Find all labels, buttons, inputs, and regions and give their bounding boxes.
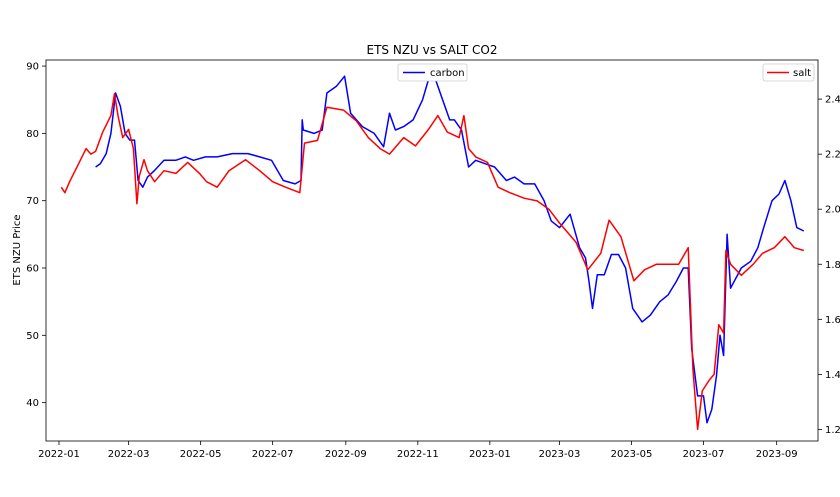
y-tick-label: 40 [26, 398, 39, 409]
x-tick-label: 2023-09 [756, 449, 798, 460]
y2-tick-label: 1.4 [825, 370, 840, 381]
series-line-salt [60, 92, 805, 431]
x-tick-label: 2022-01 [38, 449, 80, 460]
y-tick-label: 70 [26, 196, 39, 207]
y2-tick-label: 1.6 [825, 315, 840, 326]
series-layer [60, 75, 805, 431]
plot-frame [45, 59, 819, 442]
y2-tick-label: 2.4 [825, 95, 840, 106]
series-line-carbon [95, 75, 805, 424]
y-axis-label: ETS NZU Price [12, 214, 23, 285]
y-axis-right: 1.2 1.4 1.6 1.8 2.0 2.2 2.4 [818, 95, 840, 436]
chart-title: ETS NZU vs SALT CO2 [367, 43, 498, 57]
legend-carbon-label: carbon [430, 68, 465, 79]
x-tick-label: 2023-05 [611, 449, 653, 460]
y2-tick-label: 1.8 [825, 260, 840, 271]
y2-tick-label: 2.2 [825, 150, 840, 161]
y2-tick-label: 2.0 [825, 205, 840, 216]
legend-salt: salt [762, 63, 815, 82]
x-tick-label: 2022-09 [325, 449, 367, 460]
x-tick-label: 2023-03 [539, 449, 581, 460]
y2-tick-label: 1.2 [825, 425, 840, 436]
x-tick-label: 2023-01 [469, 449, 511, 460]
y-tick-label: 50 [26, 331, 39, 342]
x-tick-label: 2022-11 [397, 449, 439, 460]
y-tick-label: 90 [26, 62, 39, 73]
legend-salt-label: salt [793, 68, 811, 79]
y-tick-label: 80 [26, 129, 39, 140]
y-tick-label: 60 [26, 264, 39, 275]
x-axis: 2022-01 2022-03 2022-05 2022-07 2022-09 2022-… [38, 441, 798, 460]
y-axis-left: 40 50 60 70 80 90 [26, 62, 46, 409]
x-tick-label: 2023-07 [683, 449, 725, 460]
legend-carbon: carbon [397, 63, 468, 82]
x-tick-label: 2022-05 [180, 449, 222, 460]
x-tick-label: 2022-03 [108, 449, 150, 460]
x-tick-label: 2022-07 [252, 449, 294, 460]
